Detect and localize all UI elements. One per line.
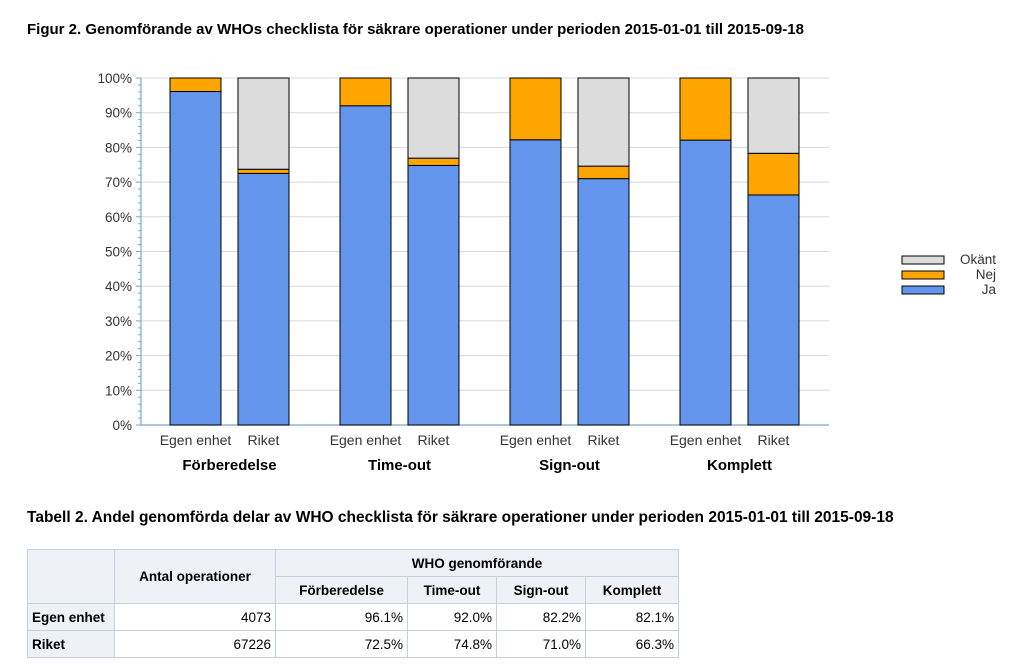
- bar-segment-okänt: [237, 77, 290, 170]
- value-cell: 66.3%: [585, 630, 679, 658]
- y-tick-label: 10%: [105, 383, 132, 398]
- y-tick-label: 60%: [105, 210, 132, 225]
- bar-segment-ja: [169, 91, 222, 426]
- y-tick-label: 100%: [97, 71, 132, 86]
- row-label: Riket: [27, 630, 115, 658]
- table-row: Egen enhet 4073 96.1% 92.0% 82.2% 82.1%: [27, 603, 679, 631]
- value-cell: 92.0%: [407, 603, 497, 631]
- x-category-label: Riket: [248, 432, 280, 448]
- row-label: Egen enhet: [27, 603, 115, 631]
- x-group-label: Komplett: [707, 457, 772, 474]
- x-category-label: Egen enhet: [160, 432, 232, 448]
- col-header-komplett: Komplett: [585, 576, 679, 604]
- bar-segment-okänt: [407, 77, 460, 159]
- data-table: Antal operationer WHO genomförande Förbe…: [27, 549, 679, 658]
- col-header-forberedelse: Förberedelse: [275, 576, 408, 604]
- table-row: Riket 67226 72.5% 74.8% 71.0% 66.3%: [27, 630, 679, 658]
- y-tick-label: 50%: [105, 245, 132, 260]
- legend-label: Okänt: [960, 252, 996, 267]
- antal-cell: 67226: [114, 630, 276, 658]
- x-category-label: Riket: [588, 432, 620, 448]
- figure-title: Figur 2. Genomförande av WHOs checklista…: [27, 21, 804, 38]
- bar-segment-ja: [679, 139, 732, 426]
- bar-segment-okänt: [747, 77, 800, 154]
- antal-cell: 4073: [114, 603, 276, 631]
- antal-header: Antal operationer: [114, 549, 276, 604]
- y-tick-label: 70%: [105, 175, 132, 190]
- col-header-time-out: Time-out: [407, 576, 497, 604]
- y-tick-label: 90%: [105, 106, 132, 121]
- value-cell: 82.2%: [496, 603, 586, 631]
- legend-swatch: [901, 285, 945, 295]
- value-cell: 82.1%: [585, 603, 679, 631]
- y-tick-label: 20%: [105, 349, 132, 364]
- legend-label: Nej: [976, 267, 996, 282]
- bar-segment-ja: [509, 139, 562, 426]
- x-category-label: Egen enhet: [330, 432, 402, 448]
- x-group-label: Time-out: [368, 457, 431, 474]
- value-cell: 72.5%: [275, 630, 408, 658]
- x-category-label: Egen enhet: [500, 432, 572, 448]
- bar-segment-okänt: [577, 77, 630, 167]
- y-tick-label: 30%: [105, 314, 132, 329]
- legend-label: Ja: [982, 282, 997, 297]
- bar-segment-nej: [169, 77, 222, 93]
- y-tick-label: 80%: [105, 140, 132, 155]
- bar-segment-nej: [339, 77, 392, 107]
- bar-segment-nej: [747, 152, 800, 196]
- bar-segment-ja: [747, 194, 800, 426]
- x-group-label: Sign-out: [539, 457, 600, 474]
- bar-segment-nej: [509, 77, 562, 141]
- x-category-label: Riket: [418, 432, 450, 448]
- stacked-bar-chart: 0% 10% 20% 30% 40% 50% 60% 70% 80% 90% 100% Egen en…: [97, 71, 997, 474]
- bar-segment-ja: [237, 172, 290, 426]
- who-group-header: WHO genomförande: [275, 549, 679, 577]
- y-tick-label: 0%: [112, 418, 132, 433]
- value-cell: 74.8%: [407, 630, 497, 658]
- col-header-sign-out: Sign-out: [496, 576, 586, 604]
- bar-segment-nej: [679, 77, 732, 141]
- bar-segment-ja: [339, 105, 392, 426]
- legend-swatch: [901, 270, 945, 280]
- bar-segment-nej: [237, 168, 290, 174]
- table-subheader-row: Förberedelse Time-out Sign-out Komplett: [28, 576, 679, 604]
- legend-swatch: [901, 255, 945, 265]
- bar-segment-nej: [407, 157, 460, 166]
- x-category-label: Egen enhet: [670, 432, 742, 448]
- table-corner-cell: [27, 549, 115, 604]
- bar-segment-ja: [407, 164, 460, 426]
- bar-segment-nej: [577, 165, 630, 180]
- table-header-row: Antal operationer WHO genomförande: [27, 549, 679, 604]
- y-tick-label: 40%: [105, 279, 132, 294]
- x-category-label: Riket: [758, 432, 790, 448]
- value-cell: 96.1%: [275, 603, 408, 631]
- bar-segment-ja: [577, 178, 630, 426]
- value-cell: 71.0%: [496, 630, 586, 658]
- x-group-label: Förberedelse: [182, 457, 276, 474]
- table-title: Tabell 2. Andel genomförda delar av WHO …: [27, 509, 894, 526]
